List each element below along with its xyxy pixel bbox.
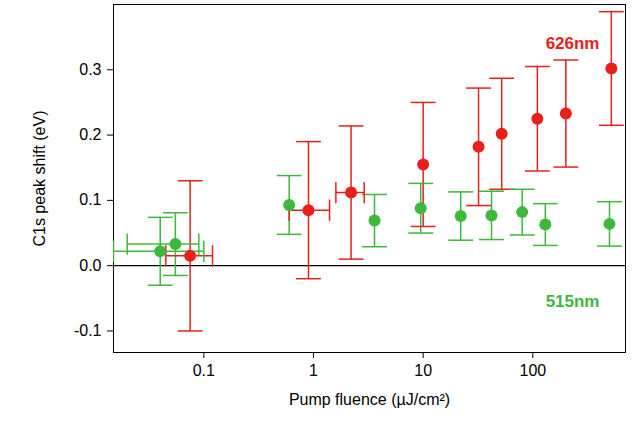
svg-text:100: 100: [519, 362, 546, 379]
svg-text:10: 10: [414, 362, 432, 379]
svg-text:0.3: 0.3: [79, 61, 101, 78]
svg-text:Pump fluence (µJ/cm²): Pump fluence (µJ/cm²): [289, 391, 450, 408]
svg-text:626nm: 626nm: [546, 34, 600, 53]
svg-text:0.0: 0.0: [79, 257, 101, 274]
svg-text:0.1: 0.1: [79, 191, 101, 208]
svg-text:0.2: 0.2: [79, 126, 101, 143]
svg-text:515nm: 515nm: [546, 292, 600, 311]
svg-text:C1s peak shift (eV): C1s peak shift (eV): [31, 110, 48, 246]
svg-text:1: 1: [309, 362, 318, 379]
svg-text:0.1: 0.1: [193, 362, 215, 379]
svg-text:-0.1: -0.1: [74, 322, 102, 339]
